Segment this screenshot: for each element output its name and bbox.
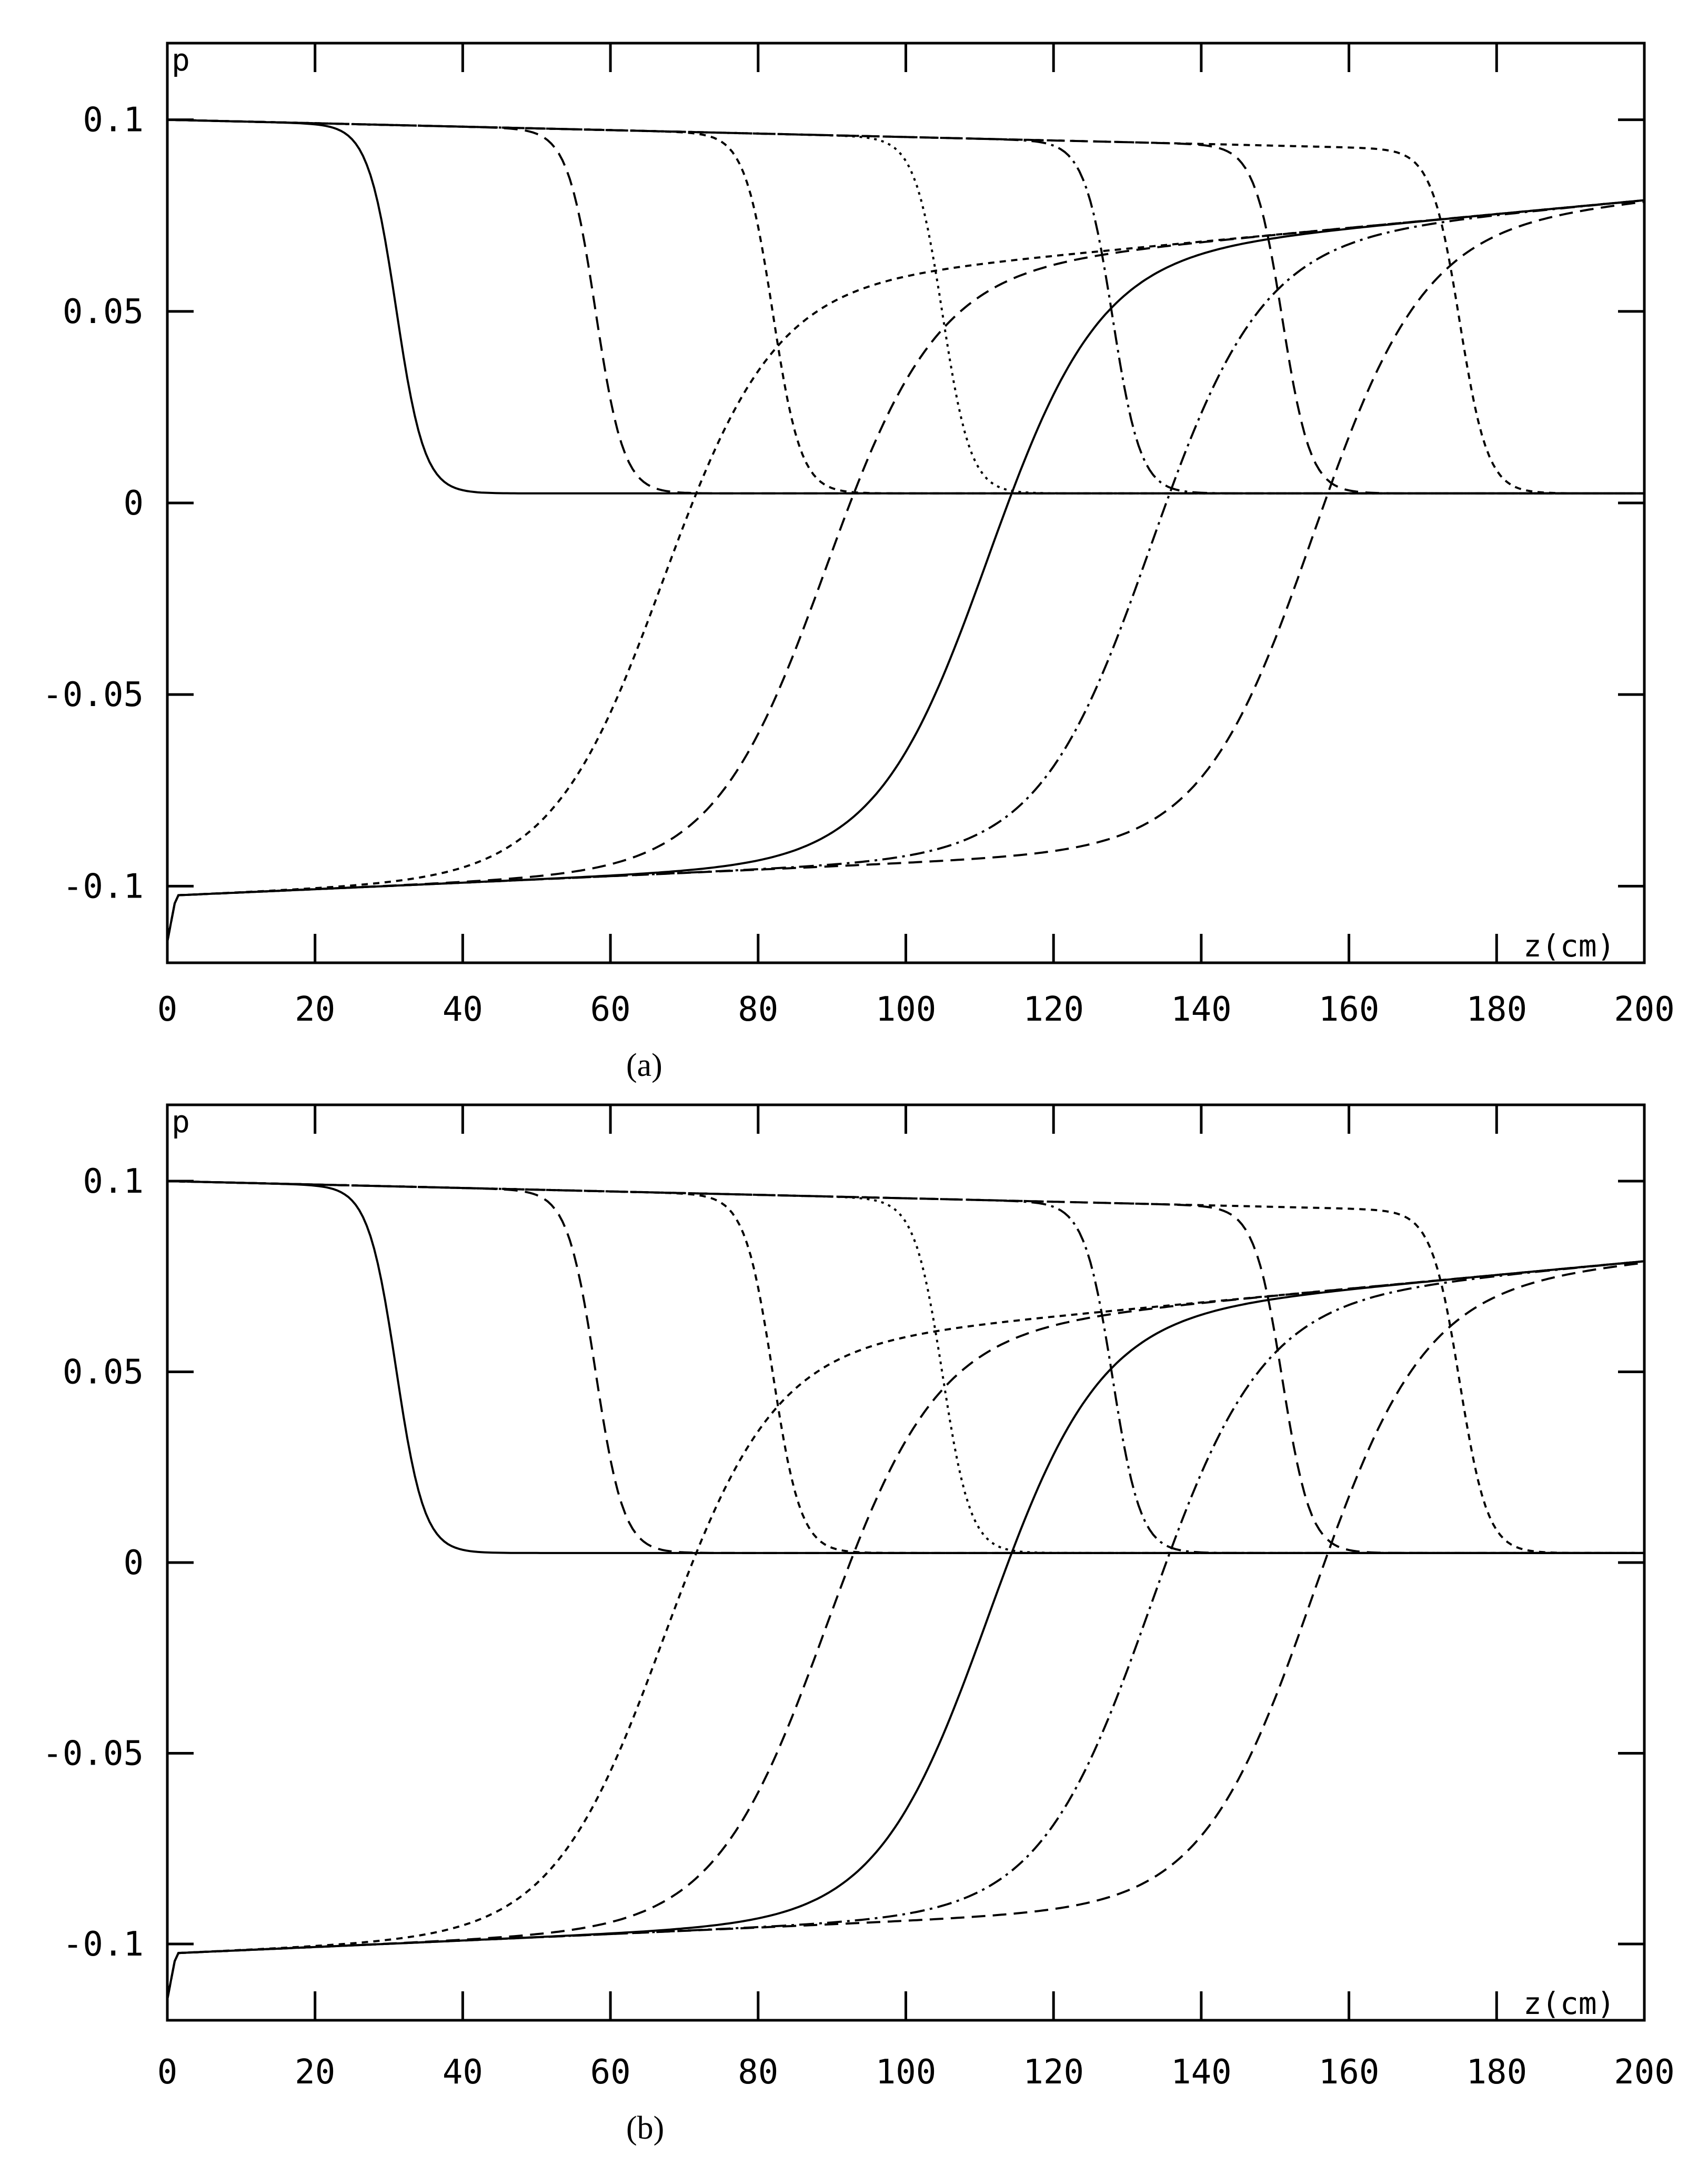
series-line-wave-133	[166, 1260, 1645, 2000]
series-line-front-175	[167, 118, 1644, 495]
y-tick-label: -0.05	[42, 676, 144, 714]
x-tick-label: 100	[876, 990, 937, 1029]
x-axis-label: z(cm)	[1523, 928, 1615, 964]
series-line-wave-67	[166, 1260, 1645, 2000]
y-tick-label: 0.05	[63, 293, 144, 331]
y-axis-label: p	[172, 1104, 190, 1140]
x-tick-label: 20	[295, 990, 335, 1029]
series-line-wave-111	[166, 1260, 1645, 2000]
x-tick-label: 200	[1614, 2053, 1675, 2092]
series-line-front-105	[167, 1180, 1644, 1554]
series-line-front-82	[167, 118, 1644, 495]
y-tick-label: -0.05	[42, 1735, 144, 1774]
x-tick-label: 0	[157, 990, 178, 1029]
x-tick-label: 0	[157, 2053, 178, 2092]
y-tick-label: 0.1	[83, 1162, 144, 1201]
series-line-wave-155	[166, 200, 1645, 942]
x-tick-label: 120	[1023, 2053, 1084, 2092]
plot-panel-a: 0 20 40 60 80 100 120 140 160 180 200 0.1 0.05 0 -0.05…	[42, 42, 1675, 1029]
x-tick-label: 120	[1023, 990, 1084, 1029]
series-line-front-128	[167, 1180, 1644, 1554]
panel-caption-b: (b)	[626, 2110, 665, 2146]
x-tick-label: 180	[1466, 990, 1528, 1029]
x-tick-label: 60	[590, 990, 631, 1029]
series-line-wave-67	[166, 199, 1645, 942]
x-tick-label: 100	[876, 2053, 937, 2092]
y-tick-label: 0.1	[83, 101, 144, 140]
x-tick-label: 140	[1171, 990, 1232, 1029]
series-line-wave-89	[166, 1260, 1645, 2000]
series-line-front-82	[167, 1180, 1644, 1554]
series-line-front-151	[167, 118, 1644, 495]
x-axis-label: z(cm)	[1523, 1986, 1615, 2021]
series-line-front-58	[167, 1180, 1644, 1554]
series-line-front-31	[167, 118, 1644, 495]
x-tick-label: 80	[738, 2053, 778, 2092]
x-tick-label: 20	[295, 2053, 335, 2092]
y-axis-label: p	[172, 42, 190, 78]
plot-frame	[166, 42, 1646, 964]
y-tick-label: 0.05	[63, 1353, 144, 1392]
series-line-wave-89	[166, 199, 1645, 942]
x-tick-label: 200	[1614, 990, 1675, 1029]
y-tick-label: 0	[123, 484, 144, 523]
series-line-front-151	[167, 1180, 1644, 1554]
x-tick-label: 160	[1319, 990, 1380, 1029]
series-line-wave-155	[166, 1262, 1645, 2000]
series-line-front-58	[167, 118, 1644, 495]
plot-frame	[166, 1103, 1646, 2022]
x-tick-label: 140	[1171, 2053, 1232, 2092]
x-tick-label: 40	[443, 990, 483, 1029]
y-tick-label: -0.1	[63, 1925, 144, 1964]
series-line-front-105	[167, 118, 1644, 495]
x-tick-label: 40	[443, 2053, 483, 2092]
series-line-wave-133	[166, 199, 1645, 942]
y-tick-label: 0	[123, 1544, 144, 1583]
x-tick-label: 80	[738, 990, 778, 1029]
x-tick-label: 60	[590, 2053, 631, 2092]
series-line-front-175	[167, 1180, 1644, 1554]
panel-caption-a: (a)	[626, 1047, 662, 1083]
plot-panel-b: 0 20 40 60 80 100 120 140 160 180 200 0.1 0.05 0 -0.05…	[42, 1103, 1675, 2092]
y-tick-label: -0.1	[63, 867, 144, 906]
series-line-front-128	[167, 118, 1644, 495]
series-line-wave-111	[166, 199, 1645, 942]
x-tick-label: 180	[1466, 2053, 1528, 2092]
series-line-front-31	[167, 1180, 1644, 1554]
x-tick-label: 160	[1319, 2053, 1380, 2092]
